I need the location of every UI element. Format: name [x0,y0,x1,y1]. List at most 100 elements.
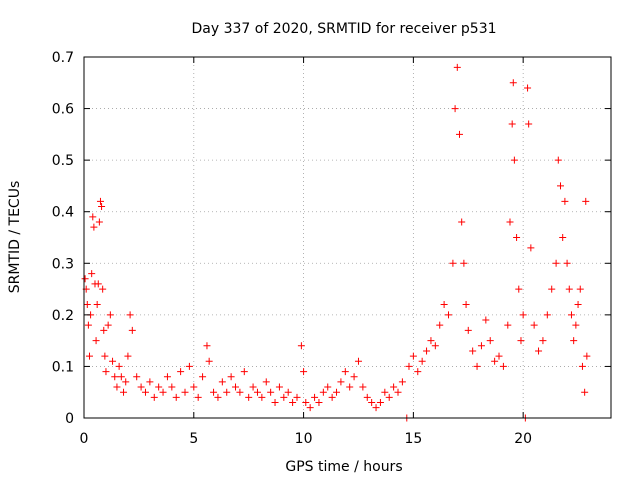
data-point [146,378,154,386]
data-point [83,301,91,309]
data-point [372,404,380,412]
data-point [563,259,571,267]
data-point [409,352,417,360]
data-point [150,393,158,401]
data-point [508,120,516,128]
data-point [548,285,556,293]
data-point [427,337,435,345]
data-point [574,301,582,309]
data-point [543,311,551,319]
data-point [85,352,93,360]
y-tick-label: 0.7 [52,50,74,66]
y-tick-label: 0.1 [52,359,74,375]
data-point [98,203,106,211]
y-tick-label: 0.4 [52,205,74,221]
data-point [124,352,132,360]
data-point [469,347,477,355]
data-point [111,373,119,381]
data-point [385,393,393,401]
data-point [440,301,448,309]
data-point [418,357,426,365]
data-point [113,383,121,391]
x-tick-label: 5 [189,431,198,447]
data-point [223,388,231,396]
data-point [128,326,136,334]
data-point [168,383,176,391]
data-point [205,357,213,365]
data-point [236,388,244,396]
data-point [84,321,92,329]
data-point [115,362,123,370]
data-point [267,388,275,396]
data-points [81,63,591,422]
data-point [245,393,253,401]
data-point [506,218,514,226]
data-point [455,130,463,138]
data-point [449,259,457,267]
data-point [495,352,503,360]
data-point [530,321,538,329]
data-point [504,321,512,329]
data-point [194,393,202,401]
data-point [572,321,580,329]
data-point [101,352,109,360]
data-point [552,259,560,267]
data-point [232,383,240,391]
data-point [227,373,235,381]
data-point [258,393,266,401]
data-point [405,362,413,370]
plot-frame [83,56,612,419]
data-point [509,79,517,87]
data-point [306,404,314,412]
data-point [289,399,297,407]
data-point [333,388,341,396]
data-point [414,368,422,376]
data-point [570,337,578,345]
data-point [368,399,376,407]
data-point [354,357,362,365]
data-point [453,63,461,71]
data-point [210,388,218,396]
data-point [203,342,211,350]
data-point [346,383,354,391]
data-point [581,388,589,396]
data-point [565,285,573,293]
data-point [120,388,128,396]
data-point [90,223,98,231]
x-axis-label: GPS time / hours [285,459,402,475]
data-point [341,368,349,376]
data-point [513,234,521,241]
data-point [527,244,535,252]
data-point [253,388,261,396]
data-point [423,347,431,355]
data-point [94,280,102,288]
data-point [499,362,507,370]
data-point [126,311,134,319]
data-point [328,393,336,401]
data-point [163,373,171,381]
data-point [95,218,103,226]
data-point [539,337,547,345]
data-point [319,388,327,396]
data-point [155,383,163,391]
data-point [218,378,226,386]
data-point [390,383,398,391]
data-point [510,156,518,164]
data-point [561,197,569,205]
data-point [214,393,222,401]
data-point [559,234,567,241]
data-point [578,362,586,370]
data-point [462,301,470,309]
data-point [199,373,207,381]
grid-lines [84,57,611,418]
data-point [477,342,485,350]
data-point [482,316,490,324]
data-point [106,311,114,319]
y-tick-label: 0.5 [52,153,74,169]
data-point [240,368,248,376]
y-tick-label: 0 [65,411,74,427]
data-point [141,388,149,396]
data-point [177,368,185,376]
data-point [350,373,358,381]
